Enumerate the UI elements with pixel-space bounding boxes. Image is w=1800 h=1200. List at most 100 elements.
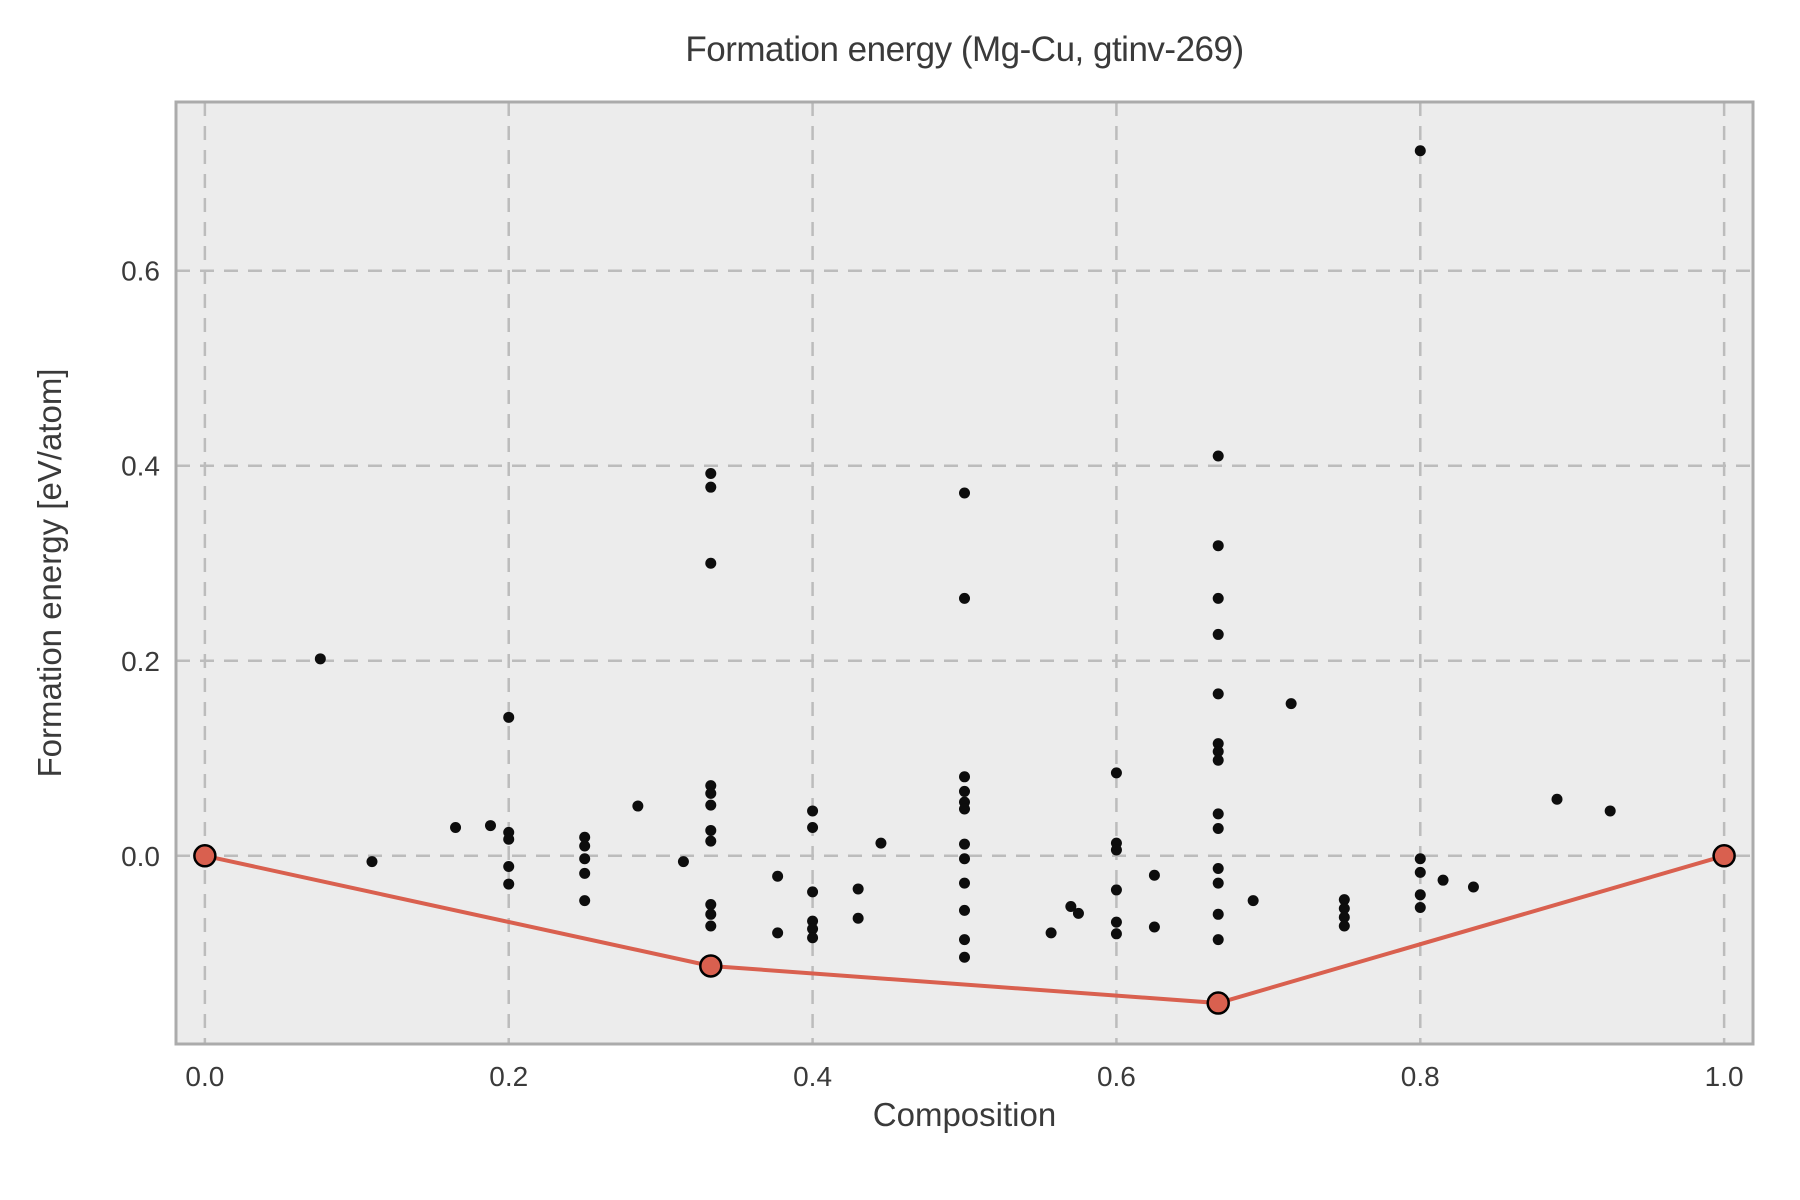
- scatter-point: [959, 592, 970, 604]
- scatter-point: [959, 951, 970, 963]
- scatter-point: [1212, 877, 1224, 889]
- hull-marker: [1712, 844, 1736, 868]
- scatter-point: [1110, 928, 1122, 940]
- scatter-point: [705, 899, 717, 911]
- scatter-point: [959, 877, 970, 889]
- y-tick-label: 0.0: [121, 841, 160, 872]
- scatter-point: [1212, 688, 1224, 700]
- scatter-point: [959, 803, 970, 815]
- scatter-point: [503, 833, 515, 845]
- x-tick-label: 0.6: [1097, 1061, 1136, 1092]
- convex-hull-line: [204, 853, 1725, 1006]
- scatter-point: [807, 822, 819, 834]
- scatter-point: [705, 799, 717, 811]
- x-tick-label: 0.4: [793, 1061, 832, 1092]
- scatter-point: [959, 838, 970, 850]
- scatter-point: [1045, 927, 1057, 939]
- scatter-point: [503, 878, 515, 890]
- scatter-point: [579, 867, 591, 879]
- scatter-point: [1212, 822, 1224, 834]
- scatter-point: [1414, 901, 1426, 913]
- scatter-point: [1338, 894, 1350, 906]
- x-axis-label: Composition: [872, 1096, 1057, 1133]
- scatter-point: [705, 557, 717, 569]
- scatter-point: [503, 711, 515, 723]
- scatter-point: [807, 805, 819, 817]
- scatter-point: [484, 820, 496, 832]
- scatter-point: [1212, 540, 1224, 552]
- scatter-point: [1212, 592, 1224, 604]
- scatter-point: [1212, 934, 1224, 946]
- scatter-point: [1148, 869, 1160, 881]
- scatter-point: [1437, 874, 1449, 886]
- scatter-point: [503, 861, 515, 873]
- scatter-point: [1110, 844, 1122, 856]
- scatter-point: [1212, 754, 1224, 766]
- scatter-point: [852, 883, 864, 895]
- y-tick-label: 0.2: [121, 646, 160, 677]
- scatter-point: [1247, 895, 1259, 907]
- scatter-point: [705, 787, 717, 799]
- scatter-point: [1338, 902, 1350, 914]
- scatter-point: [677, 856, 689, 868]
- scatter-point: [1414, 889, 1426, 901]
- scatter-point: [959, 934, 970, 946]
- scatter-point: [632, 800, 644, 812]
- x-tick-label: 0.8: [1401, 1061, 1440, 1092]
- x-tick-label: 0.0: [185, 1061, 224, 1092]
- scatter-point: [705, 780, 717, 792]
- hull-marker: [193, 844, 217, 868]
- scatter-point: [1212, 738, 1224, 750]
- scatter-point: [1212, 628, 1224, 640]
- y-tick-label: 0.4: [121, 451, 160, 482]
- plot-frame: [174, 100, 1755, 1046]
- scatter-point: [579, 895, 591, 907]
- hull-marker: [699, 954, 723, 978]
- scatter-point: [579, 840, 591, 852]
- scatter-point: [1414, 853, 1426, 865]
- scatter-point: [807, 915, 819, 927]
- scatter-point: [1065, 901, 1077, 913]
- scatter-point: [807, 886, 819, 898]
- scatter-point: [1072, 907, 1084, 919]
- scatter-point: [959, 771, 970, 783]
- scatter-point: [959, 904, 970, 916]
- scatter-point: [959, 487, 970, 499]
- scatter-point: [1285, 698, 1297, 710]
- scatter-point: [705, 824, 717, 836]
- scatter-point: [1338, 920, 1350, 932]
- scatter-point: [1212, 808, 1224, 820]
- scatter-point: [1110, 916, 1122, 928]
- scatter-point: [1414, 866, 1426, 878]
- scatter-point: [1212, 745, 1224, 757]
- scatter-point: [852, 912, 864, 924]
- scatter-point: [1414, 145, 1426, 157]
- scatter-point: [1212, 450, 1224, 462]
- chart-title: Formation energy (Mg-Cu, gtinv-269): [685, 30, 1244, 69]
- scatter-point: [1212, 862, 1224, 874]
- scatter-point: [1212, 908, 1224, 920]
- scatter-point: [1467, 881, 1479, 893]
- hull-marker: [1206, 991, 1230, 1015]
- scatter-point: [705, 908, 717, 920]
- x-tick-label: 0.2: [489, 1061, 528, 1092]
- scatter-point: [366, 856, 378, 868]
- scatter-point: [875, 837, 887, 849]
- scatter-point: [450, 822, 462, 834]
- scatter-point: [807, 932, 819, 944]
- scatter-point: [705, 920, 717, 932]
- x-tick-label: 1.0: [1705, 1061, 1744, 1092]
- scatter-point: [772, 927, 784, 939]
- scatter-point: [1148, 921, 1160, 933]
- scatter-point: [1110, 884, 1122, 896]
- scatter-point: [705, 468, 717, 480]
- scatter-point: [959, 785, 970, 797]
- scatter-point: [705, 481, 717, 493]
- y-tick-label: 0.6: [121, 256, 160, 287]
- scatter-point: [705, 835, 717, 847]
- scatter-point: [579, 853, 591, 865]
- scatter-point: [1110, 767, 1122, 779]
- scatter-point: [807, 923, 819, 935]
